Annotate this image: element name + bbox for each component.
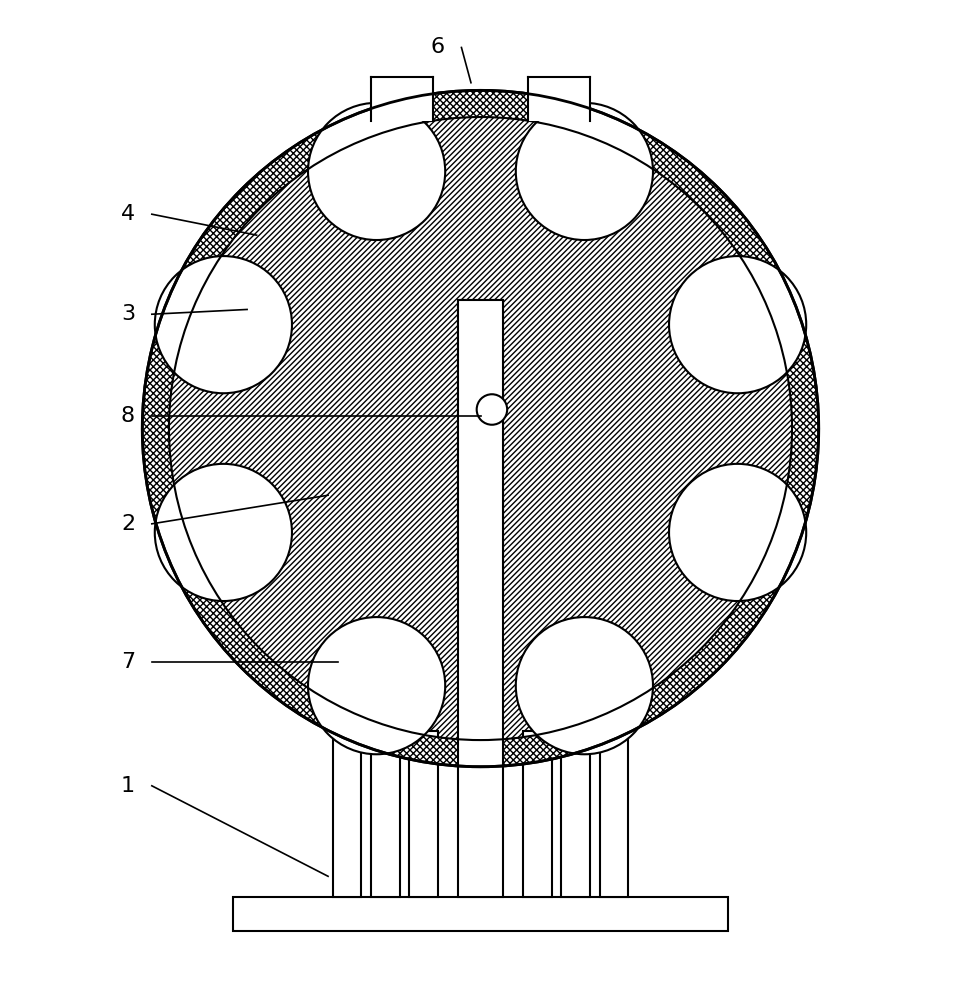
- Circle shape: [308, 617, 445, 754]
- Bar: [457, 300, 504, 598]
- Text: 2: 2: [121, 514, 136, 534]
- Circle shape: [142, 90, 819, 767]
- Bar: [371, 77, 432, 121]
- Circle shape: [669, 256, 806, 393]
- Circle shape: [516, 617, 653, 754]
- Text: 8: 8: [121, 406, 136, 426]
- Text: 3: 3: [121, 304, 136, 324]
- Bar: [561, 731, 590, 897]
- Bar: [409, 731, 437, 897]
- Circle shape: [516, 103, 653, 240]
- Circle shape: [155, 464, 292, 601]
- Bar: [333, 731, 361, 897]
- Circle shape: [477, 394, 507, 425]
- Text: 4: 4: [121, 204, 136, 224]
- Bar: [600, 731, 628, 897]
- Bar: [524, 731, 552, 897]
- Bar: [457, 300, 504, 897]
- Bar: [233, 897, 728, 931]
- Circle shape: [155, 256, 292, 393]
- Bar: [529, 77, 590, 121]
- Text: 7: 7: [121, 652, 136, 672]
- Text: 6: 6: [431, 37, 445, 57]
- Circle shape: [669, 464, 806, 601]
- Text: 1: 1: [121, 776, 136, 796]
- Bar: [371, 731, 400, 897]
- Circle shape: [308, 103, 445, 240]
